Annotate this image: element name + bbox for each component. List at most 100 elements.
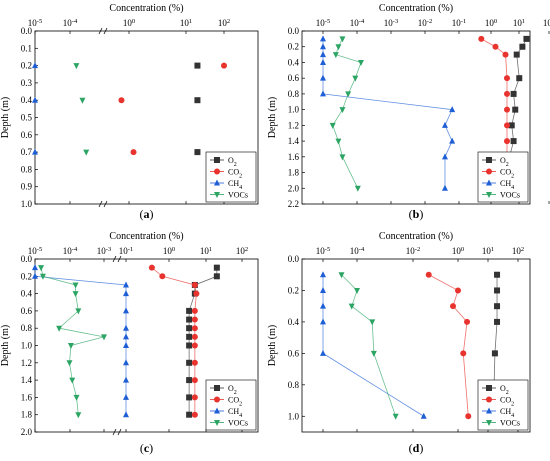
x-tick-label: 10-4 <box>63 18 78 29</box>
data-point <box>75 308 82 315</box>
legend-marker <box>486 179 492 186</box>
y-tick-label: 1.2 <box>288 120 299 130</box>
series-co2 <box>148 264 200 418</box>
data-point <box>449 137 456 144</box>
data-point <box>523 35 530 42</box>
y-tick-label: 0.8 <box>288 89 300 99</box>
series-line <box>40 267 105 415</box>
x-tick-label: 10-4 <box>63 246 78 257</box>
x-axis-title: Concentration (%) <box>109 231 183 242</box>
data-point <box>56 325 63 332</box>
x-tick-label: 10-2 <box>406 246 420 257</box>
panel-a: Concentration (%) 10-5 10-4 100 101 102 0.0 0.1… <box>0 3 259 221</box>
y-tick-label: 0.6 <box>288 73 300 83</box>
data-point <box>338 272 345 279</box>
data-point <box>101 334 107 341</box>
data-point <box>320 302 326 309</box>
y-tick-label: 0.4 <box>21 289 33 299</box>
panel-label: (d) <box>409 441 424 455</box>
y-tick-label: 1.6 <box>21 392 33 402</box>
data-point <box>194 97 201 104</box>
data-point <box>420 412 427 419</box>
y-axis-title: Depth (m) <box>267 325 278 366</box>
panel-label: (a) <box>140 207 154 221</box>
x-tick-label: 102 <box>218 18 230 29</box>
y-tick-label: 0.9 <box>21 182 33 192</box>
y-tick-label: 0.6 <box>21 306 33 316</box>
y-axis-title: Depth (m) <box>267 97 278 138</box>
data-point <box>79 97 86 104</box>
data-point <box>191 307 198 314</box>
x-tick-label: 10-5 <box>316 18 330 29</box>
legend-label: O2 <box>228 156 237 168</box>
data-point <box>494 303 501 310</box>
series-ch4 <box>32 62 38 155</box>
panel-label: (c) <box>140 441 153 455</box>
data-point <box>193 290 200 297</box>
axis-break-mark <box>112 428 117 436</box>
data-point <box>186 411 193 418</box>
data-point <box>191 333 198 340</box>
legend-marker <box>486 396 492 403</box>
axis-break-mark <box>98 27 103 35</box>
data-point <box>191 325 198 332</box>
data-point <box>335 44 342 51</box>
x-tick-label: 100 <box>485 18 497 29</box>
legend-label: CO2 <box>228 396 242 408</box>
legend-label: CH4 <box>228 407 242 419</box>
x-tick-label: 101 <box>513 18 525 29</box>
legend-label: CO2 <box>500 168 514 180</box>
data-point <box>72 291 79 298</box>
data-point <box>516 75 523 82</box>
data-point <box>503 106 510 113</box>
data-point <box>191 342 198 349</box>
x-tick-label: 100 <box>452 246 464 257</box>
series-co2 <box>425 271 472 420</box>
y-tick-label: 0.8 <box>21 164 33 174</box>
plot-frame <box>301 258 531 433</box>
x-tick-label: 10-3 <box>384 18 398 29</box>
y-tick-label: 0.5 <box>21 113 33 123</box>
data-point <box>186 325 193 332</box>
data-point <box>32 272 38 279</box>
x-tick-label: 10-4 <box>350 18 365 29</box>
y-tick-label: 1.4 <box>21 375 33 385</box>
data-point <box>66 360 73 367</box>
y-tick-label: 0.6 <box>21 130 33 140</box>
series-vocs <box>338 272 399 420</box>
data-point <box>213 264 220 271</box>
data-point <box>494 287 501 294</box>
axis-break-mark <box>117 255 122 263</box>
data-point <box>69 377 76 384</box>
data-point <box>159 273 166 280</box>
data-point <box>194 149 201 156</box>
series-ch4 <box>320 35 456 191</box>
data-point <box>492 43 499 50</box>
legend-marker <box>214 396 220 403</box>
data-point <box>392 413 399 420</box>
data-point <box>320 286 326 293</box>
legend-marker <box>214 407 220 414</box>
data-point <box>39 273 46 280</box>
y-tick-label: 1.0 <box>21 341 33 351</box>
x-tick-label: 101 <box>180 18 192 29</box>
legend-marker <box>486 385 492 391</box>
x-tick-label: 10-3 <box>97 246 111 257</box>
data-point <box>339 36 346 43</box>
y-tick-label: 0.4 <box>21 95 33 105</box>
data-point <box>449 106 456 113</box>
x-tick-label: 100 <box>163 246 175 257</box>
x-tick-label: 10-1 <box>452 18 466 29</box>
y-tick-label: 2.2 <box>288 199 299 209</box>
y-tick-label: 0.8 <box>288 380 300 390</box>
series-line <box>332 38 362 189</box>
data-point <box>503 122 510 129</box>
data-point <box>519 43 526 50</box>
series-o2 <box>506 35 530 192</box>
y-tick-label: 0.0 <box>21 254 33 264</box>
data-point <box>369 319 376 326</box>
data-point <box>320 58 326 65</box>
y-tick-label: 0.8 <box>21 323 33 333</box>
